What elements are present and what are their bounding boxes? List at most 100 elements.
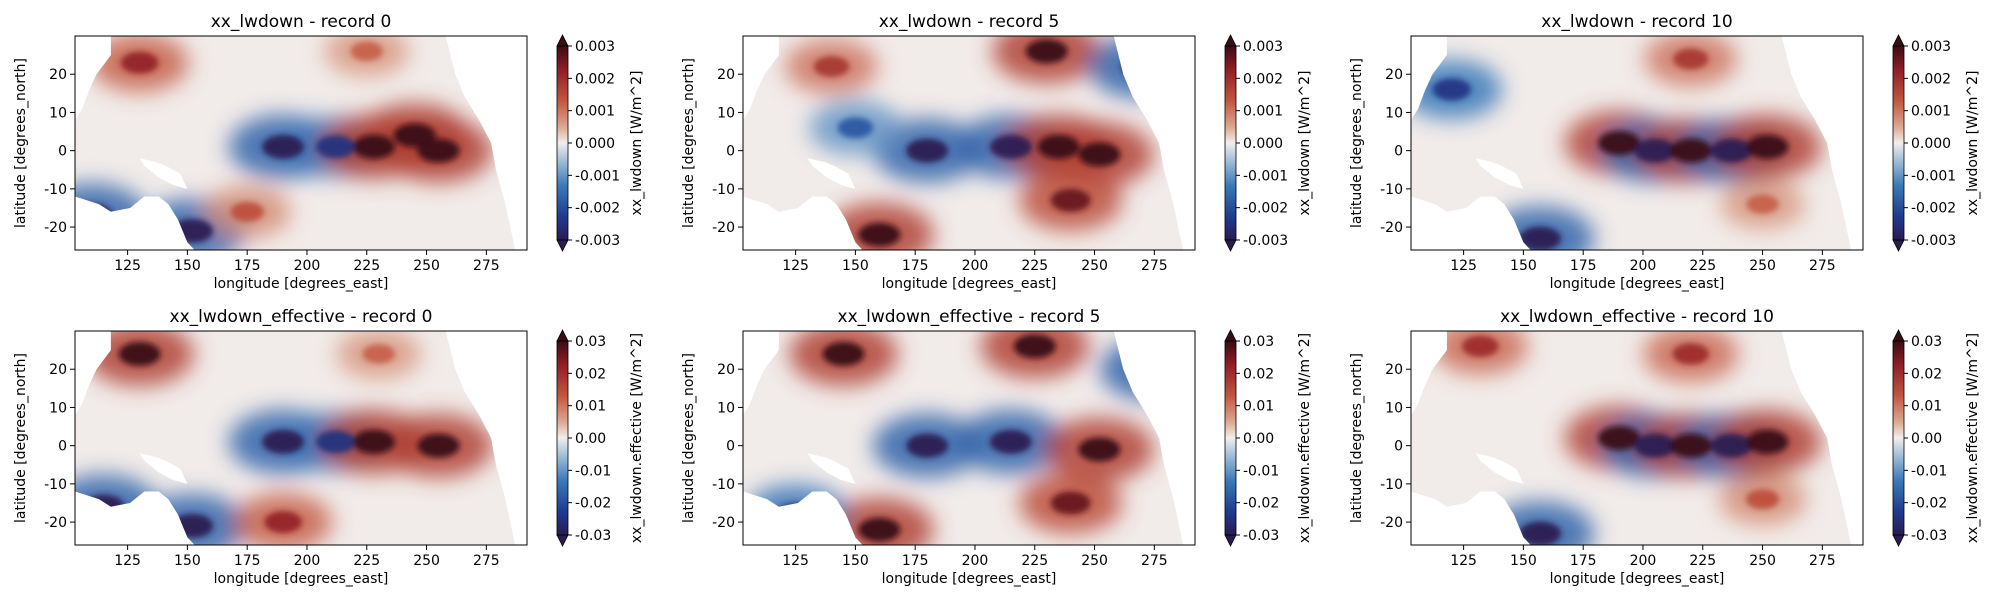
x-axis-label: longitude [degrees_east] <box>1550 276 1725 292</box>
y-tick-label: -20 <box>1380 515 1403 531</box>
colorbar-tick-label: 0.003 <box>1243 39 1283 55</box>
colorbar-tick-label: 0.003 <box>575 39 615 55</box>
chart-title: xx_lwdown - record 0 <box>211 12 392 32</box>
x-tick-label: 225 <box>353 553 380 569</box>
x-tick-label: 200 <box>1630 553 1657 569</box>
y-tick-label: 0 <box>58 439 67 455</box>
field-extremum <box>393 123 436 148</box>
colorbar-tick-label: 0.002 <box>1243 71 1283 87</box>
colorbar-tick-label: 0.01 <box>1911 399 1942 415</box>
field-extremum <box>989 134 1032 159</box>
y-tick-label: 10 <box>717 400 735 416</box>
y-axis-label: latitude [degrees_north] <box>681 58 697 228</box>
x-tick-label: 150 <box>842 553 869 569</box>
field-extremum <box>1078 142 1121 167</box>
field-extremum <box>1673 48 1709 70</box>
colorbar-extend-min <box>556 534 569 547</box>
field-extremum <box>264 511 302 534</box>
field-extremum <box>118 341 161 366</box>
axes-frame <box>74 35 528 251</box>
chart-panel-4: xx_lwdown_effective - record 5 125 150 175 2… <box>681 307 1313 587</box>
field-extremum <box>1519 521 1562 545</box>
heatmap-field <box>75 331 527 545</box>
colorbar-tick-label: -0.02 <box>575 496 611 512</box>
x-tick-label: 125 <box>782 258 809 274</box>
x-tick-label: 150 <box>174 553 201 569</box>
field-extremum <box>1013 334 1056 359</box>
x-axis-label: longitude [degrees_east] <box>214 571 389 587</box>
axes-frame <box>742 35 1196 251</box>
field-extremum <box>1710 433 1753 458</box>
x-tick-label: 200 <box>962 258 989 274</box>
field-extremum <box>1669 433 1712 458</box>
colorbar-tick-label: -0.003 <box>1243 233 1288 249</box>
field-extremum <box>822 341 865 366</box>
colorbar-extend-min <box>1892 239 1905 252</box>
field-extremum <box>1633 138 1676 163</box>
colorbar-gradient <box>1893 46 1904 240</box>
colorbar-tick-label: 0.000 <box>1911 136 1951 152</box>
colorbar-label: xx_lwdown [W/m^2] <box>1965 71 1981 216</box>
axes-frame <box>1410 35 1864 251</box>
colorbar-tick-label: 0.02 <box>575 366 606 382</box>
y-axis-label: latitude [degrees_north] <box>13 353 29 523</box>
colorbar-tick-label: -0.03 <box>1243 528 1279 544</box>
chart-title: xx_lwdown_effective - record 5 <box>838 307 1101 327</box>
colorbar-label: xx_lwdown.effective [W/m^2] <box>1297 333 1313 543</box>
x-tick-label: 150 <box>842 258 869 274</box>
field-extremum <box>1432 78 1472 101</box>
x-tick-label: 225 <box>353 258 380 274</box>
field-extremum <box>906 433 949 458</box>
x-tick-label: 225 <box>1021 553 1048 569</box>
field-extremum <box>262 134 305 159</box>
x-tick-label: 275 <box>1809 553 1836 569</box>
colorbar-tick-label: 0.02 <box>1911 366 1942 382</box>
colorbar: -0.03 -0.02 -0.01 0.00 0.01 0.02 0.03 xx_lwdown… <box>1892 329 1981 547</box>
x-axis-label: longitude [degrees_east] <box>882 571 1057 587</box>
x-tick-label: 175 <box>234 553 261 569</box>
y-tick-label: 20 <box>49 67 67 83</box>
field-extremum <box>316 430 356 454</box>
field-extremum <box>1598 426 1641 450</box>
y-tick-label: -20 <box>712 515 735 531</box>
colorbar-tick-label: -0.001 <box>1911 168 1956 184</box>
colorbar-tick-label: -0.001 <box>575 168 620 184</box>
chart-title: xx_lwdown_effective - record 10 <box>1500 307 1774 327</box>
colorbar-tick-label: 0.00 <box>575 431 606 447</box>
y-tick-label: 20 <box>1385 67 1403 83</box>
colorbar-tick-label: -0.002 <box>1243 201 1288 217</box>
y-axis-label: latitude [degrees_north] <box>13 58 29 228</box>
x-tick-label: 275 <box>1809 258 1836 274</box>
land-mask <box>75 331 527 545</box>
field-extremum <box>1710 138 1753 163</box>
field-extremum <box>1050 188 1091 212</box>
y-tick-label: -10 <box>1380 477 1403 493</box>
field-extremum <box>350 41 383 61</box>
field-extremum <box>1598 131 1641 155</box>
heatmap-field <box>1411 331 1863 545</box>
heatmap-field <box>743 36 1195 250</box>
y-tick-label: -20 <box>44 515 67 531</box>
colorbar-tick-label: -0.02 <box>1911 496 1947 512</box>
colorbar-label: xx_lwdown.effective [W/m^2] <box>629 333 645 543</box>
colorbar-tick-label: 0.002 <box>575 71 615 87</box>
colorbar-extend-max <box>1224 329 1237 342</box>
colorbar-extend-max <box>1892 329 1905 342</box>
colorbar-tick-label: 0.03 <box>1911 334 1942 350</box>
colorbar-label: xx_lwdown [W/m^2] <box>1297 71 1313 216</box>
y-tick-label: 20 <box>717 67 735 83</box>
colorbar-tick-label: 0.00 <box>1243 431 1274 447</box>
colorbar-tick-label: 0.01 <box>1243 399 1274 415</box>
colorbar-tick-label: -0.002 <box>575 201 620 217</box>
field-extremum <box>1462 335 1499 357</box>
x-tick-label: 175 <box>1570 553 1597 569</box>
colorbar-tick-label: 0.00 <box>1911 431 1942 447</box>
x-tick-label: 200 <box>294 553 321 569</box>
axes-frame <box>1410 330 1864 546</box>
colorbar-tick-label: 0.001 <box>1911 104 1951 120</box>
colorbar-tick-label: 0.001 <box>1243 104 1283 120</box>
heatmap-field <box>1411 36 1863 250</box>
field-extremum <box>417 138 460 163</box>
x-tick-label: 175 <box>234 258 261 274</box>
